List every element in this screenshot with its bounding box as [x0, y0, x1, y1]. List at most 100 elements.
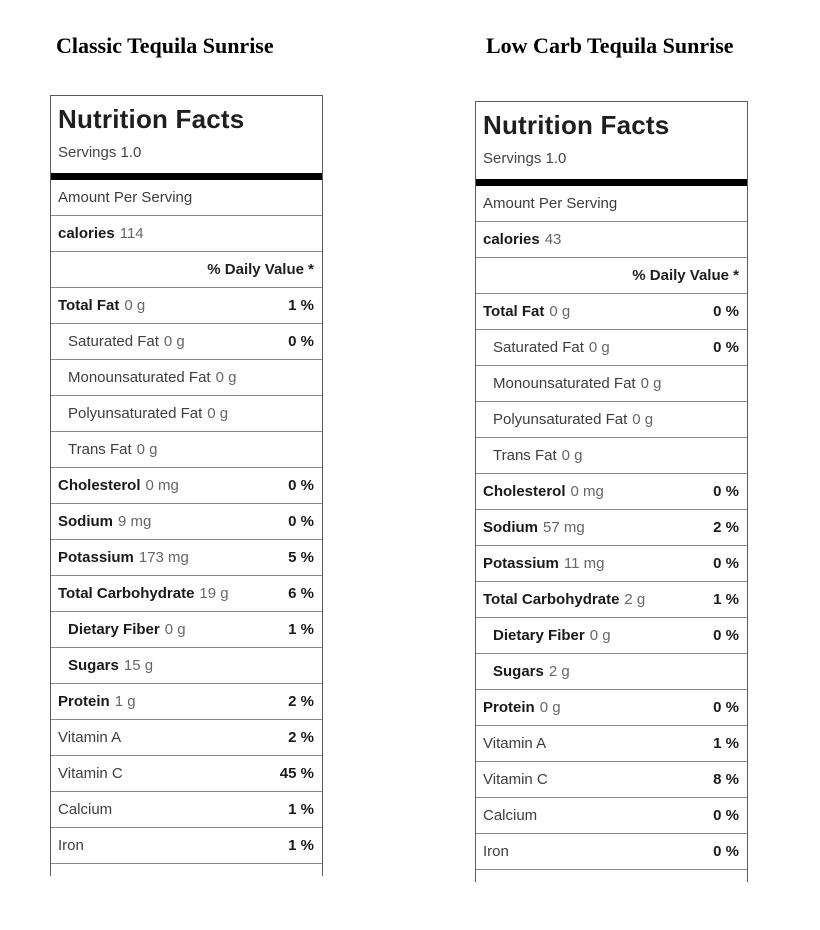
nutrient-amount: 2 g	[548, 663, 570, 680]
nutrient-name: Polyunsaturated Fat	[493, 411, 628, 428]
nutrient-row: Cholesterol 0 mg 0 %	[51, 468, 322, 504]
nutrient-name: Saturated Fat	[68, 333, 159, 350]
recipe-title-low-carb: Low Carb Tequila Sunrise	[486, 33, 734, 58]
nutrient-daily-value: 0 %	[713, 339, 739, 356]
nutrient-name: Calcium	[483, 807, 538, 824]
thick-separator-bar	[476, 179, 747, 186]
nutrient-daily-value: 0 %	[288, 477, 314, 494]
nutrient-name: Dietary Fiber	[68, 621, 160, 638]
daily-value-header-text: % Daily Value *	[207, 261, 314, 278]
thick-separator-bar	[51, 173, 322, 180]
nutrient-name: Potassium	[58, 549, 134, 566]
amount-per-serving-row: Amount Per Serving	[476, 186, 747, 222]
nutrient-daily-value: 0 %	[713, 843, 739, 860]
recipe-title-classic: Classic Tequila Sunrise	[56, 33, 274, 58]
nutrient-amount: 0 mg	[570, 483, 604, 500]
nutrient-name: Sugars	[68, 657, 119, 674]
daily-value-header-row: % Daily Value *	[51, 252, 322, 288]
nutrient-row: Total Fat 0 g 0 %	[476, 294, 747, 330]
nutrient-row: Vitamin C 8 %	[476, 762, 747, 798]
nutrient-name: Vitamin A	[483, 735, 547, 752]
nutrient-amount: 0 g	[632, 411, 654, 428]
nutrient-amount: 0 g	[207, 405, 229, 422]
nutrient-daily-value: 1 %	[288, 621, 314, 638]
daily-value-header-row: % Daily Value *	[476, 258, 747, 294]
nutrient-amount: 0 g	[215, 369, 237, 386]
nutrition-label-classic: Nutrition Facts Servings 1.0 Amount Per …	[50, 95, 323, 876]
nutrient-name: Total Carbohydrate	[483, 591, 620, 608]
nutrient-rows-low-carb: Total Fat 0 g 0 % Saturated Fat 0 g 0 % …	[476, 294, 747, 870]
nutrient-daily-value: 0 %	[713, 483, 739, 500]
nutrient-amount: 0 g	[549, 303, 571, 320]
nutrient-daily-value: 1 %	[713, 591, 739, 608]
nutrient-row: Polyunsaturated Fat 0 g	[51, 396, 322, 432]
nutrient-row: Potassium 11 mg 0 %	[476, 546, 747, 582]
nutrient-amount: 11 mg	[563, 555, 605, 572]
calories-value: 43	[544, 231, 562, 248]
nutrient-amount: 173 mg	[138, 549, 189, 566]
nutrient-name: Iron	[483, 843, 509, 860]
nutrient-rows-classic: Total Fat 0 g 1 % Saturated Fat 0 g 0 % …	[51, 288, 322, 864]
nutrient-name: Vitamin C	[483, 771, 548, 788]
nutrient-daily-value: 1 %	[713, 735, 739, 752]
nutrient-amount: 0 g	[163, 333, 185, 350]
calories-label: calories	[483, 231, 540, 248]
nutrient-amount: 19 g	[199, 585, 229, 602]
nutrient-name: Trans Fat	[493, 447, 557, 464]
nutrient-row: Saturated Fat 0 g 0 %	[51, 324, 322, 360]
nutrient-daily-value: 0 %	[288, 513, 314, 530]
nutrient-daily-value: 0 %	[713, 555, 739, 572]
nutrient-daily-value: 2 %	[288, 693, 314, 710]
calories-label: calories	[58, 225, 115, 242]
nutrient-name: Sodium	[483, 519, 538, 536]
nutrient-name: Vitamin C	[58, 765, 123, 782]
nutrient-row: Vitamin A 1 %	[476, 726, 747, 762]
calories-row: calories 43	[476, 222, 747, 258]
nutrient-daily-value: 45 %	[279, 765, 314, 782]
nutrient-row: Protein 1 g 2 %	[51, 684, 322, 720]
nutrient-row: Calcium 1 %	[51, 792, 322, 828]
nutrient-amount: 0 g	[640, 375, 662, 392]
nutrient-name: Iron	[58, 837, 84, 854]
nutrient-row: Calcium 0 %	[476, 798, 747, 834]
nutrient-row: Iron 0 %	[476, 834, 747, 870]
nutrient-name: Sugars	[493, 663, 544, 680]
label-bottom-cutoff	[476, 870, 747, 882]
nutrient-name: Protein	[58, 693, 110, 710]
nutrient-row: Sugars 2 g	[476, 654, 747, 690]
nutrient-daily-value: 2 %	[713, 519, 739, 536]
nutrient-amount: 0 g	[589, 627, 611, 644]
nutrient-amount: 0 g	[588, 339, 610, 356]
nutrient-name: Dietary Fiber	[493, 627, 585, 644]
nutrient-row: Protein 0 g 0 %	[476, 690, 747, 726]
nutrient-daily-value: 8 %	[713, 771, 739, 788]
nutrient-daily-value: 1 %	[288, 801, 314, 818]
nutrient-amount: 0 g	[136, 441, 158, 458]
nutrient-row: Monounsaturated Fat 0 g	[476, 366, 747, 402]
nutrient-daily-value: 0 %	[288, 333, 314, 350]
nutrient-amount: 0 g	[124, 297, 146, 314]
nutrient-daily-value: 0 %	[713, 627, 739, 644]
nutrient-row: Trans Fat 0 g	[476, 438, 747, 474]
nutrient-name: Total Carbohydrate	[58, 585, 195, 602]
nutrient-row: Dietary Fiber 0 g 1 %	[51, 612, 322, 648]
nutrient-amount: 0 g	[561, 447, 583, 464]
nutrient-amount: 0 g	[539, 699, 561, 716]
nutrient-amount: 15 g	[123, 657, 154, 674]
nutrient-name: Trans Fat	[68, 441, 132, 458]
nutrient-name: Sodium	[58, 513, 113, 530]
nutrient-name: Total Fat	[483, 303, 545, 320]
nutrient-row: Trans Fat 0 g	[51, 432, 322, 468]
nutrient-row: Monounsaturated Fat 0 g	[51, 360, 322, 396]
nutrient-row: Sodium 57 mg 2 %	[476, 510, 747, 546]
nutrient-row: Total Carbohydrate 19 g 6 %	[51, 576, 322, 612]
nutrition-label-low-carb: Nutrition Facts Servings 1.0 Amount Per …	[475, 101, 748, 882]
nutrient-amount: 57 mg	[543, 519, 585, 536]
nutrient-row: Sugars 15 g	[51, 648, 322, 684]
nutrient-daily-value: 0 %	[713, 699, 739, 716]
nutrient-daily-value: 6 %	[288, 585, 314, 602]
nutrient-row: Dietary Fiber 0 g 0 %	[476, 618, 747, 654]
nutrient-daily-value: 1 %	[288, 297, 314, 314]
nutrient-daily-value: 0 %	[713, 303, 739, 320]
